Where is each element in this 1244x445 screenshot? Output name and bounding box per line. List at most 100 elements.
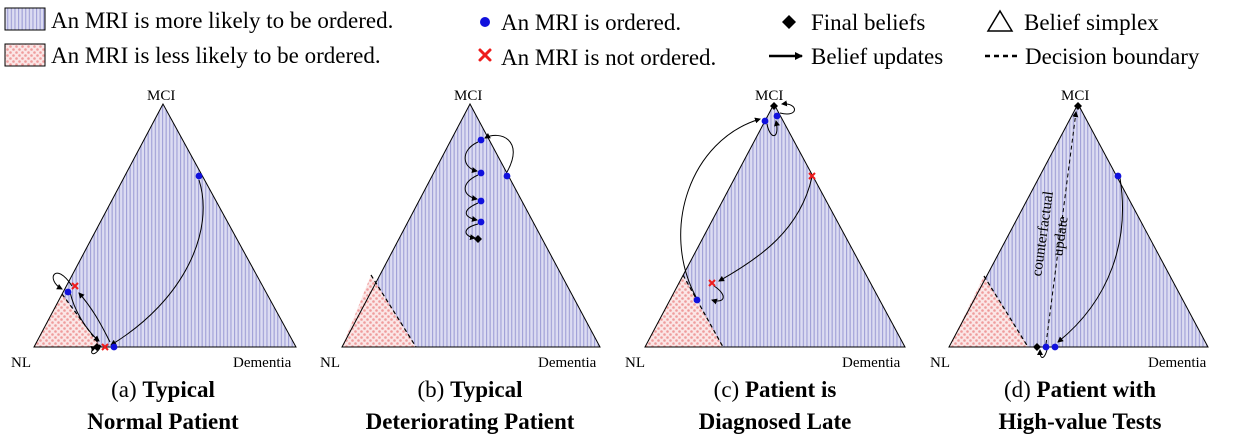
caption-line-2: Normal Patient <box>87 409 239 434</box>
legend-item-belief-updates: Belief updates <box>769 44 943 69</box>
vertex-label-dementia: Dementia <box>538 355 597 371</box>
panel-a: MCI NL Dementia (a) Typical Normal Patie… <box>11 88 297 434</box>
mri-ordered-marker <box>195 172 203 180</box>
counterfactual-label-line-2: update <box>1050 215 1071 257</box>
final-belief-marker <box>770 102 778 110</box>
belief-update-arrow <box>711 285 724 305</box>
caption-line-1: (b) Typical <box>418 377 523 402</box>
mri-not-ordered-marker <box>101 343 109 351</box>
caption-line-1: (c) Patient is <box>714 377 837 402</box>
belief-update-arrow <box>465 223 479 241</box>
final-belief-marker <box>1074 102 1082 110</box>
final-belief-marker <box>93 343 101 351</box>
not-ordered-marker-icon <box>478 48 492 62</box>
less-likely-swatch <box>4 43 46 67</box>
legend: An MRI is more likely to be ordered. An … <box>4 7 1200 70</box>
final-belief-diamond-icon <box>782 15 796 29</box>
belief-update-arrow <box>779 100 795 115</box>
simplex-region-less-likely <box>645 275 723 347</box>
simplex-triangle <box>644 102 906 348</box>
legend-not-ordered-label: An MRI is not ordered. <box>501 45 716 70</box>
legend-item-decision-boundary: Decision boundary <box>985 44 1200 69</box>
simplex-region-less-likely <box>34 294 101 347</box>
belief-update-arrow <box>464 174 479 201</box>
belief-update-arrow <box>464 141 479 173</box>
final-belief-marker <box>474 235 482 243</box>
vertex-label-nl: NL <box>11 355 31 371</box>
belief-update-arrow <box>1037 349 1048 358</box>
legend-final-beliefs-label: Final beliefs <box>811 10 925 35</box>
mri-ordered-marker <box>477 197 485 205</box>
legend-belief-simplex-label: Belief simplex <box>1024 10 1159 35</box>
final-belief-marker <box>1033 343 1041 351</box>
mri-ordered-marker <box>693 296 701 304</box>
simplex-region-more-likely <box>34 104 296 347</box>
mri-ordered-marker <box>1114 172 1122 180</box>
caption-line-1: (d) Patient with <box>1004 377 1156 402</box>
mri-ordered-marker <box>477 169 485 177</box>
vertex-label-dementia: Dementia <box>233 355 292 371</box>
legend-belief-updates-label: Belief updates <box>811 44 943 69</box>
legend-decision-boundary-label: Decision boundary <box>1025 44 1200 69</box>
simplex-region-more-likely <box>342 104 600 347</box>
mri-ordered-marker <box>110 343 118 351</box>
ordered-marker-icon <box>480 17 490 27</box>
legend-less-likely-label: An MRI is less likely to be ordered. <box>51 43 381 68</box>
vertex-label-dementia: Dementia <box>842 355 901 371</box>
legend-item-belief-simplex: Belief simplex <box>986 9 1159 35</box>
vertex-label-nl: NL <box>930 355 950 371</box>
simplex-region-less-likely <box>342 275 416 347</box>
simplex-triangle <box>948 102 1209 348</box>
caption-line-1: (a) Typical <box>111 377 215 402</box>
mri-ordered-marker <box>477 218 485 226</box>
simplex-region-less-likely <box>949 276 1028 347</box>
belief-update-arrow <box>69 291 100 342</box>
mri-ordered-marker <box>64 288 72 296</box>
legend-item-final-beliefs: Final beliefs <box>782 10 925 35</box>
mri-ordered-marker <box>773 112 781 120</box>
mri-ordered-marker <box>477 136 485 144</box>
mri-not-ordered-marker <box>808 172 816 180</box>
vertex-label-nl: NL <box>320 355 340 371</box>
legend-item-not-ordered: An MRI is not ordered. <box>478 45 716 70</box>
more-likely-swatch <box>4 7 46 31</box>
mri-ordered-marker <box>1051 343 1059 351</box>
panel-d: MCI NL Dementia counterfactual update (d… <box>930 88 1209 434</box>
mri-ordered-marker <box>503 172 511 180</box>
belief-update-arrow <box>110 179 204 346</box>
simplex-region-more-likely <box>949 104 1208 347</box>
belief-update-arrow <box>1057 177 1123 343</box>
panel-b: MCI NL Dementia (b) Typical Deterioratin… <box>320 88 601 434</box>
mri-not-ordered-marker <box>71 282 79 290</box>
vertex-label-mci: MCI <box>454 88 482 104</box>
vertex-label-nl: NL <box>625 355 645 371</box>
vertex-label-dementia: Dementia <box>1148 355 1207 371</box>
mri-not-ordered-marker <box>708 279 716 287</box>
legend-ordered-label: An MRI is ordered. <box>501 10 681 35</box>
belief-update-arrow <box>465 202 479 222</box>
simplex-triangle <box>341 102 601 348</box>
legend-item-ordered: An MRI is ordered. <box>480 10 681 35</box>
vertex-label-mci: MCI <box>755 88 783 104</box>
belief-update-arrow <box>766 120 780 137</box>
decision-boundary <box>61 293 102 348</box>
legend-item-more-likely: An MRI is more likely to be ordered. <box>4 7 393 33</box>
mri-ordered-marker <box>761 117 769 125</box>
belief-update-arrow <box>484 133 514 173</box>
belief-update-arrow <box>52 272 73 290</box>
belief-update-arrow <box>718 176 813 282</box>
caption-line-2: Deteriorating Patient <box>366 409 575 434</box>
vertex-label-mci: MCI <box>147 88 175 104</box>
vertex-label-mci: MCI <box>1061 88 1089 104</box>
belief-update-arrow <box>78 292 111 343</box>
belief-update-arrow <box>680 117 761 298</box>
counterfactual-update-arrow <box>1045 111 1079 345</box>
caption-line-2: Diagnosed Late <box>699 409 852 434</box>
simplex-triangle-icon <box>986 9 1014 32</box>
mri-ordered-marker <box>1042 343 1050 351</box>
legend-item-less-likely: An MRI is less likely to be ordered. <box>4 43 381 68</box>
panel-c: MCI NL Dementia (c) Patient is Diagnosed… <box>625 88 906 434</box>
decision-boundary <box>370 274 417 348</box>
legend-more-likely-label: An MRI is more likely to be ordered. <box>51 8 393 33</box>
